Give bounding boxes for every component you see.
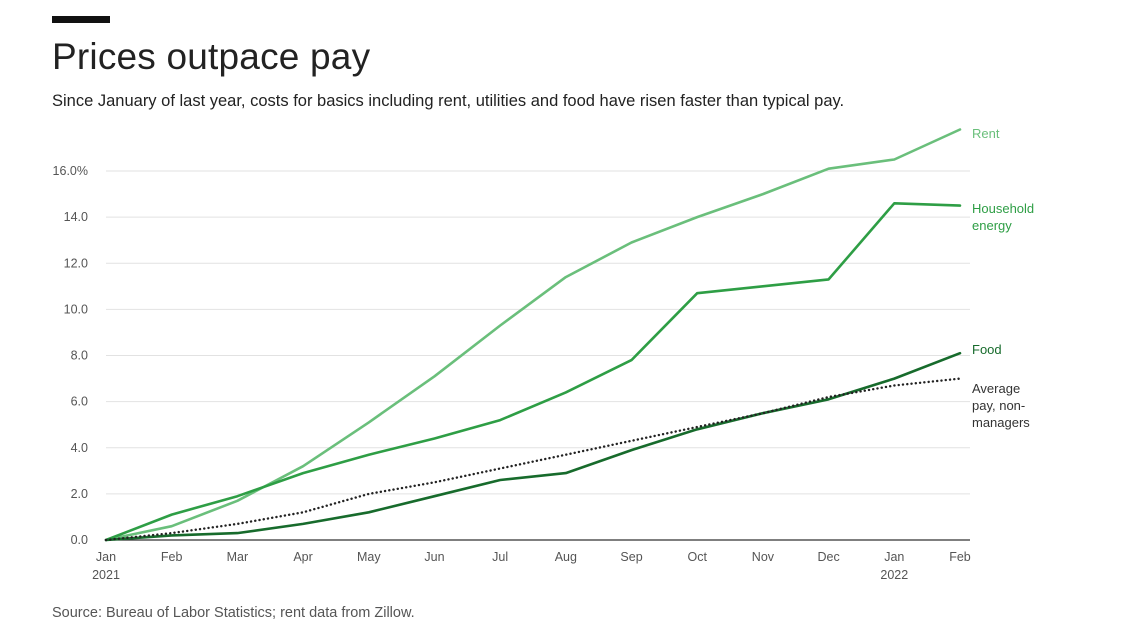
series-line [104,377,962,542]
y-tick-label: 12.0 [64,256,88,270]
x-tick-label: Jun [424,550,444,564]
x-tick-label: Aug [555,550,577,564]
series-label: energy [972,218,1012,233]
x-tick-label: Feb [949,550,971,564]
x-tick-label: Jan [96,550,116,564]
x-tick-label: Feb [161,550,183,564]
series-label: Food [972,342,1002,357]
y-tick-label: 10.0 [64,302,88,316]
series-label: managers [972,415,1030,430]
series-line [104,202,962,542]
x-tick-label: Jul [492,550,508,564]
x-tick-label: Nov [752,550,775,564]
series-label: Average [972,381,1020,396]
x-tick-label: Dec [817,550,839,564]
series-line [104,351,962,542]
series-lines [104,128,962,542]
y-tick-label: 8.0 [71,349,88,363]
series-line [104,128,962,542]
y-tick-label: 6.0 [71,395,88,409]
y-tick-label: 4.0 [71,441,88,455]
y-tick-label: 2.0 [71,487,88,501]
y-axis-tick-labels: 0.0 2.0 4.0 6.0 8.0 10.0 12.0 14.0 16.0% [53,164,88,547]
y-tick-label: 0.0 [71,533,88,547]
series-label: pay, non- [972,398,1025,413]
source-note: Source: Bureau of Labor Statistics; rent… [52,605,415,621]
x-tick-label: Jan [884,550,904,564]
chart-title: Prices outpace pay [52,36,371,77]
x-tick-label: Apr [293,550,312,564]
y-tick-label: 16.0% [53,164,88,178]
x-tick-label: Oct [688,550,708,564]
chart-subtitle: Since January of last year, costs for ba… [52,92,845,110]
x-tick-label: May [357,550,381,564]
header-accent-bar [52,16,110,23]
x-year-label: 2022 [880,568,908,582]
x-year-label: 2021 [92,568,120,582]
x-axis-tick-labels: Jan Feb Mar Apr May Jun Jul Aug Sep Oct Nov Dec Jan F… [92,550,971,582]
x-tick-label: Sep [620,550,642,564]
series-label: Rent [972,126,1000,141]
series-label: Household [972,201,1034,216]
y-tick-label: 14.0 [64,210,88,224]
series-labels: Rent Household energy Food Average pay, non-m… [972,126,1034,430]
grid-lines [106,170,970,541]
x-tick-label: Mar [227,550,249,564]
